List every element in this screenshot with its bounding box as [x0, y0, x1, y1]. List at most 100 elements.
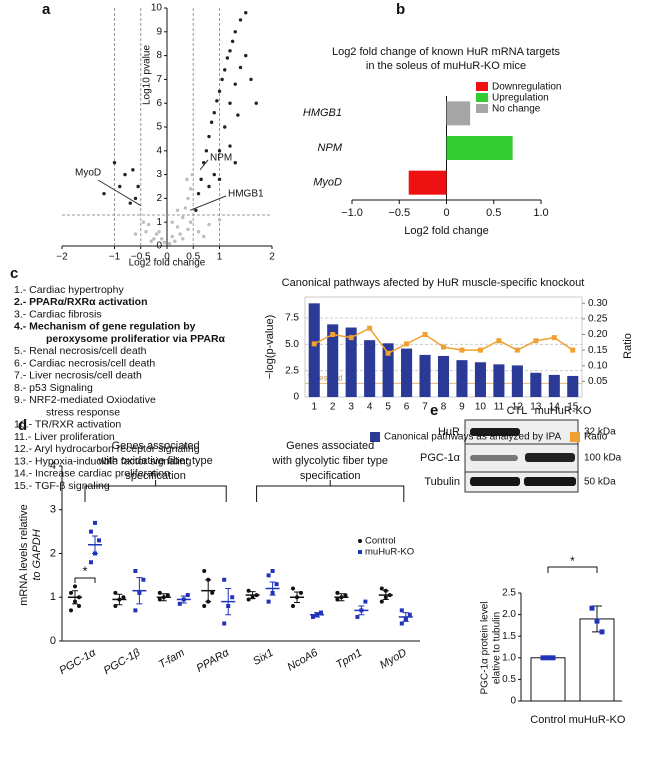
y-tick-label: 0.5	[502, 674, 516, 685]
x-tick-label: 0.5	[486, 207, 501, 219]
data-point	[228, 49, 232, 53]
y-tick-label: 9	[156, 26, 162, 37]
y-tick-label: 1.5	[502, 631, 516, 642]
group-label: specification	[300, 470, 361, 482]
group-label: specification	[125, 470, 186, 482]
ratio-marker	[459, 347, 465, 353]
x-tick-label: 2	[269, 252, 275, 263]
bar	[327, 324, 339, 397]
data-point	[202, 604, 207, 608]
y-tick-label: 2.5	[502, 588, 516, 599]
bar	[530, 372, 542, 397]
legend-label: Ratio	[584, 432, 608, 443]
data-point	[141, 220, 146, 224]
y-tick-label: 7.5	[285, 313, 299, 324]
bar	[511, 365, 523, 397]
data-point	[146, 222, 151, 227]
x-tick-label: 6	[404, 402, 410, 413]
legend-label: Control	[365, 536, 396, 547]
group-label: Genes associated	[112, 440, 200, 452]
error-bar	[338, 593, 345, 602]
pathway-item: stress response	[46, 406, 120, 418]
data-point	[270, 569, 275, 573]
data-point	[355, 614, 360, 619]
y-axis-label: PGC-1α protein level	[480, 601, 491, 694]
pathway-item: 1.- Cardiac hypertrophy	[14, 284, 124, 296]
legend-swatch	[476, 104, 488, 113]
x-tick-label: 4	[367, 402, 373, 413]
x-tick-label: 13	[530, 402, 542, 413]
data-point	[217, 89, 222, 94]
data-point	[220, 77, 224, 82]
bar	[446, 136, 513, 160]
data-point	[217, 218, 222, 222]
data-point	[157, 230, 161, 234]
y-tick-label: 2.0	[502, 609, 516, 620]
y-tick-label: 0	[156, 241, 162, 252]
annotation-arrow	[189, 195, 227, 211]
y-axis-label: −log(p-value)	[264, 315, 276, 380]
chart-title: Log2 fold change of known HuR mRNA targe…	[332, 46, 561, 58]
x-tick-label: −1.0	[341, 207, 363, 219]
data-point	[599, 629, 605, 635]
annotation-label: MyoD	[75, 168, 101, 179]
data-point	[299, 590, 303, 595]
data-point	[335, 590, 340, 595]
x-tick-label: 3	[348, 402, 354, 413]
pathway-item: 2.- PPARα/RXRα activation	[14, 296, 148, 308]
data-point	[177, 601, 182, 606]
legend-swatch	[570, 432, 580, 442]
data-point	[246, 597, 251, 602]
y-tick-label: 4	[50, 460, 56, 472]
y-axis-label: to GAPDH	[31, 529, 43, 580]
legend-label: Upregulation	[492, 93, 549, 104]
ratio-marker	[404, 341, 410, 347]
x-tick-label: muHuR-KO	[569, 714, 626, 726]
legend-swatch	[476, 82, 488, 91]
x-tick-label: 14	[549, 402, 561, 413]
data-point	[311, 614, 315, 619]
y-tick-label: 1	[50, 591, 56, 603]
bar	[446, 101, 471, 126]
data-point	[173, 239, 177, 243]
y-tick-label: 3	[50, 504, 56, 516]
data-point	[210, 590, 215, 595]
y-tick-label: 10	[151, 3, 163, 14]
data-point	[196, 191, 201, 196]
data-point	[244, 11, 248, 15]
data-point	[131, 168, 135, 172]
x-axis-label: Log2 fold change	[129, 258, 206, 269]
bar	[530, 657, 566, 702]
data-point	[230, 39, 235, 44]
bar	[419, 354, 431, 397]
data-point	[181, 215, 185, 220]
y-tick-label: HMGB1	[303, 107, 342, 119]
data-point	[93, 520, 97, 525]
panel-letter: d	[18, 417, 27, 434]
data-point	[545, 655, 551, 661]
group-bracket	[256, 480, 405, 502]
y-tick-label: 0	[293, 392, 299, 403]
x-tick-label: 12	[512, 402, 524, 413]
x-tick-label: −0.5	[388, 207, 410, 219]
ratio-marker	[348, 335, 354, 341]
western-blot	[464, 419, 579, 493]
data-point	[144, 230, 148, 234]
data-point	[212, 111, 216, 115]
data-point	[246, 588, 251, 593]
pathway-item: 14.- Increase cardiac proliferation	[14, 468, 170, 480]
data-point	[254, 101, 258, 105]
data-point	[230, 595, 235, 600]
bar	[579, 618, 615, 702]
pathway-item: 6.- Cardiac necrosis/cell death	[14, 357, 155, 369]
data-point	[154, 232, 159, 236]
error-bar	[72, 590, 78, 605]
data-point	[133, 569, 138, 573]
data-point	[225, 56, 230, 60]
data-point	[123, 172, 127, 177]
error-bar	[160, 593, 167, 602]
error-bar	[136, 577, 143, 605]
band-label: HuR	[438, 426, 460, 438]
band-size: 50 kDa	[584, 477, 616, 488]
x-tick-label: −1	[109, 252, 121, 263]
